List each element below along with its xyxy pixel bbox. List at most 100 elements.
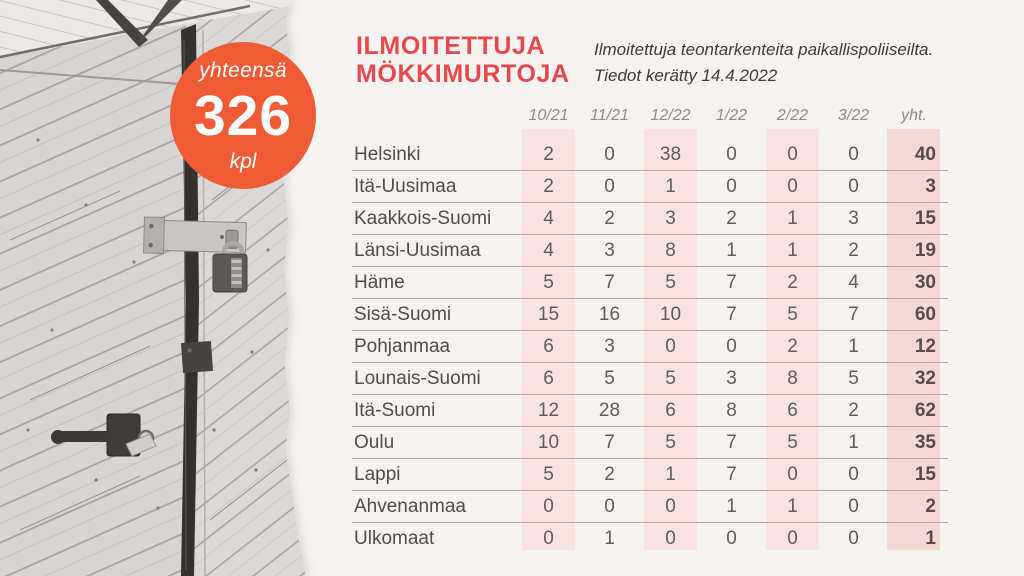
region-label: Häme xyxy=(354,271,405,293)
region-label: Lounais-Suomi xyxy=(354,367,481,389)
value-cell: 5 xyxy=(604,367,615,389)
value-cell: 7 xyxy=(604,271,615,293)
region-label: Länsi-Uusimaa xyxy=(354,239,481,261)
value-cell: 1 xyxy=(848,335,859,357)
value-cell: 0 xyxy=(726,175,737,197)
table-row: Häme 5 7 5 7 2 4 30 xyxy=(352,266,948,298)
value-cell: 4 xyxy=(848,271,859,293)
data-table: 10/21 11/21 12/22 1/22 2/22 3/22 yht. He… xyxy=(352,101,948,554)
table-row: Itä-Uusimaa 2 0 1 0 0 0 3 xyxy=(352,170,948,202)
hasp xyxy=(143,216,247,254)
value-cell: 1 xyxy=(787,239,798,261)
region-label: Kaakkois-Suomi xyxy=(354,207,492,229)
region-label: Itä-Uusimaa xyxy=(354,175,457,197)
table-header-col6: 3/22 xyxy=(837,107,870,124)
value-cell: 5 xyxy=(787,303,798,325)
value-cell: 7 xyxy=(726,463,737,485)
value-cell: 38 xyxy=(659,143,682,165)
row-total: 19 xyxy=(914,239,936,261)
region-label: Lappi xyxy=(354,463,401,485)
value-cell: 0 xyxy=(787,175,798,197)
region-label: Ahvenanmaa xyxy=(354,495,466,517)
value-cell: 2 xyxy=(848,399,859,421)
value-cell: 6 xyxy=(543,335,554,357)
value-cell: 1 xyxy=(726,239,737,261)
row-total: 35 xyxy=(914,431,936,453)
row-total: 30 xyxy=(914,271,936,293)
column-stripe-total xyxy=(887,129,940,550)
table-row: Helsinki 2 0 38 0 0 0 40 xyxy=(352,139,948,170)
strap-bracket xyxy=(180,340,214,374)
table-header-col2: 11/21 xyxy=(590,107,629,124)
value-cell: 1 xyxy=(665,175,676,197)
page-title: ILMOITETTUJA MÖKKIMURTOJA xyxy=(356,32,570,88)
value-cell: 10 xyxy=(537,431,560,453)
column-stripe-2 xyxy=(644,129,697,550)
value-cell: 2 xyxy=(604,463,615,485)
value-cell: 0 xyxy=(787,463,798,485)
value-cell: 0 xyxy=(726,143,737,165)
table-row: Ulkomaat 0 1 0 0 0 0 1 xyxy=(352,522,948,554)
value-cell: 0 xyxy=(848,175,859,197)
value-cell: 0 xyxy=(665,527,676,549)
value-cell: 0 xyxy=(604,495,615,517)
table-row: Sisä-Suomi 15 16 10 7 5 7 60 xyxy=(352,298,948,330)
table-row: Kaakkois-Suomi 4 2 3 2 1 3 15 xyxy=(352,202,948,234)
value-cell: 12 xyxy=(537,399,560,421)
value-cell: 0 xyxy=(726,335,737,357)
value-cell: 16 xyxy=(598,303,621,325)
value-cell: 0 xyxy=(787,527,798,549)
page-subtitle-line2: Tiedot kerätty 14.4.2022 xyxy=(594,66,778,85)
region-label: Oulu xyxy=(354,431,395,453)
value-cell: 5 xyxy=(787,431,798,453)
table-row: Pohjanmaa 6 3 0 0 2 1 12 xyxy=(352,330,948,362)
row-total: 3 xyxy=(925,175,936,197)
value-cell: 6 xyxy=(665,399,676,421)
value-cell: 3 xyxy=(726,367,737,389)
table-header-row: 10/21 11/21 12/22 1/22 2/22 3/22 yht. xyxy=(352,101,948,131)
value-cell: 5 xyxy=(543,271,554,293)
region-label: Helsinki xyxy=(354,143,421,165)
value-cell: 6 xyxy=(543,367,554,389)
value-cell: 0 xyxy=(848,495,859,517)
wood-chip xyxy=(125,433,157,457)
door-frame-line-2 xyxy=(0,69,208,87)
door-left-planks xyxy=(0,0,186,576)
table-row: Oulu 10 7 5 7 5 1 35 xyxy=(352,426,948,458)
value-cell: 0 xyxy=(848,527,859,549)
value-cell: 8 xyxy=(726,399,737,421)
value-cell: 3 xyxy=(665,207,676,229)
table-row: Itä-Suomi 12 28 6 8 6 2 62 xyxy=(352,394,948,426)
value-cell: 5 xyxy=(848,367,859,389)
value-cell: 5 xyxy=(665,271,676,293)
value-cell: 0 xyxy=(665,495,676,517)
table-row: Lounais-Suomi 6 5 5 3 8 5 32 xyxy=(352,362,948,394)
value-cell: 0 xyxy=(787,143,798,165)
page-subtitle-line1: Ilmoitettuja teontarkenteita paikallispo… xyxy=(594,40,934,59)
value-cell: 3 xyxy=(604,239,615,261)
table-header-col1: 10/21 xyxy=(528,107,569,124)
row-total: 62 xyxy=(914,399,936,421)
value-cell: 0 xyxy=(848,143,859,165)
region-label: Pohjanmaa xyxy=(354,335,451,357)
value-cell: 2 xyxy=(787,271,798,293)
value-cell: 1 xyxy=(665,463,676,485)
value-cell: 2 xyxy=(787,335,798,357)
row-total: 40 xyxy=(914,143,936,165)
row-total: 32 xyxy=(914,367,936,389)
table-row: Ahvenanmaa 0 0 0 1 1 0 2 xyxy=(352,490,948,522)
value-cell: 2 xyxy=(726,207,737,229)
value-cell: 0 xyxy=(726,527,737,549)
value-cell: 3 xyxy=(604,335,615,357)
value-cell: 5 xyxy=(665,431,676,453)
total-badge-label: yhteensä xyxy=(199,58,287,82)
row-total: 15 xyxy=(914,463,936,485)
door-top-planks xyxy=(0,0,292,58)
region-label: Ulkomaat xyxy=(354,527,435,549)
value-cell: 2 xyxy=(543,143,554,165)
padlock xyxy=(212,240,248,293)
total-badge: yhteensä 326 kpl xyxy=(170,42,316,189)
value-cell: 0 xyxy=(543,495,554,517)
value-cell: 7 xyxy=(848,303,859,325)
